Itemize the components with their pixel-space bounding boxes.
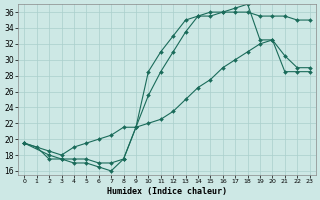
X-axis label: Humidex (Indice chaleur): Humidex (Indice chaleur)	[107, 187, 227, 196]
